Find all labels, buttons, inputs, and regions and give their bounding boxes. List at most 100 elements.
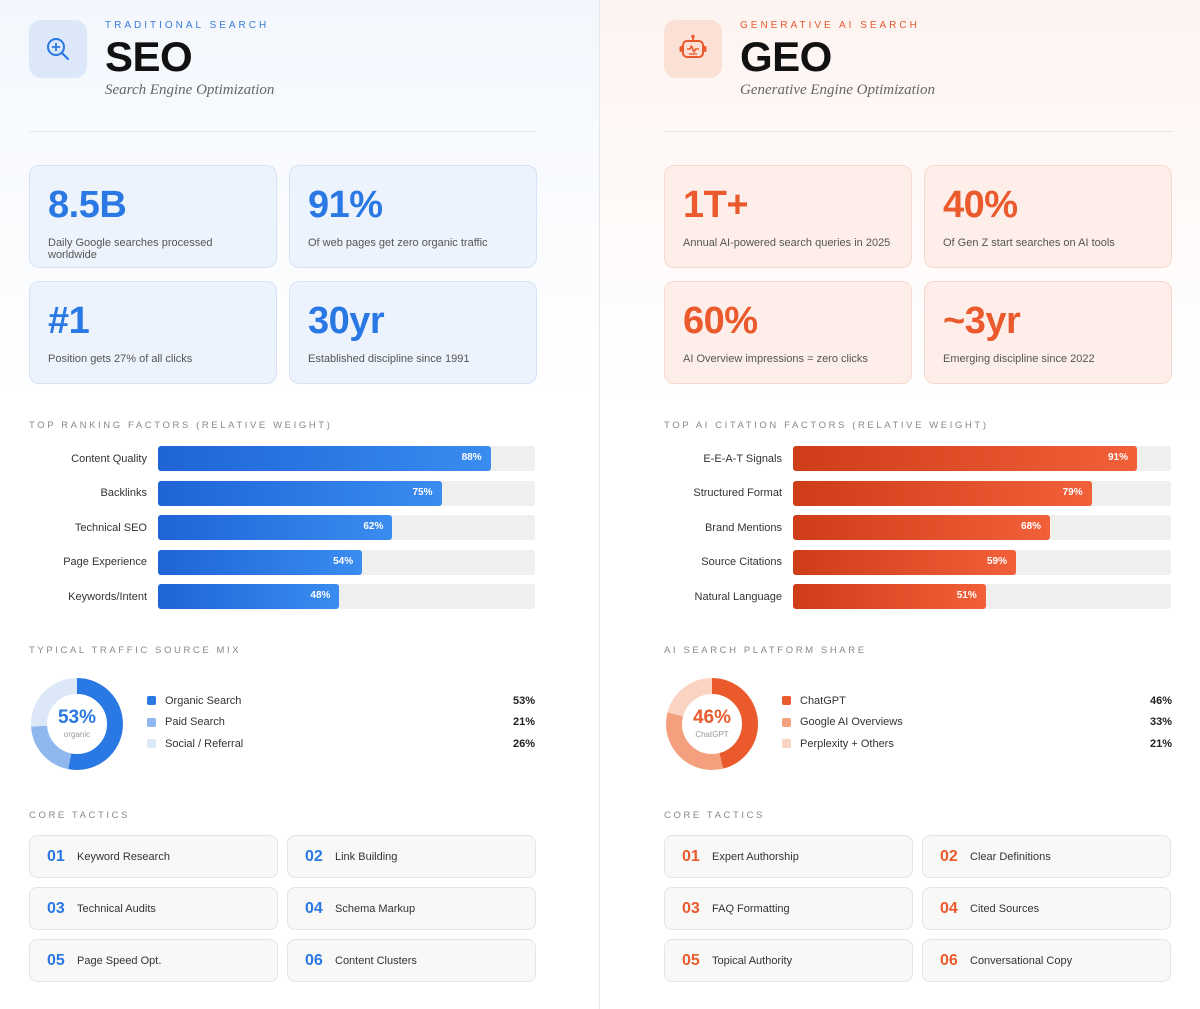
bar-row-content-quality: Content Quality 88% xyxy=(29,446,535,471)
legend-value: 33% xyxy=(1149,716,1172,729)
tactic-number: 02 xyxy=(305,847,323,865)
seo-donut: 53% organic xyxy=(29,676,125,772)
seo-factors-chart: Content Quality 88% Backlinks 75% Technical … xyxy=(29,446,535,609)
legend-swatch xyxy=(782,717,791,727)
donut-center-value: 53% xyxy=(57,706,97,728)
donut-center-sub: ChatGPT xyxy=(695,729,729,739)
geo-factors-label: TOP AI CITATION FACTORS (RELATIVE WEIGHT… xyxy=(664,420,989,431)
seo-factors-label: TOP RANKING FACTORS (RELATIVE WEIGHT) xyxy=(29,420,333,431)
seo-kicker: TRADITIONAL SEARCH xyxy=(105,20,270,31)
tactic-card: 05 Topical Authority xyxy=(664,939,913,982)
tactic-name: Clear Definitions xyxy=(970,850,1051,863)
stat-label: Established discipline since 1991 xyxy=(308,353,470,365)
stat-value: 30yr xyxy=(308,300,385,342)
stat-label: Emerging discipline since 2022 xyxy=(943,353,1095,365)
legend-value: 53% xyxy=(512,694,535,707)
tactic-number: 04 xyxy=(940,899,958,917)
bar-structured-format: 79% xyxy=(793,480,1092,506)
stat-value: 40% xyxy=(943,184,1018,226)
tactic-card: 04 Cited Sources xyxy=(922,887,1171,930)
bar-value-label: 51% xyxy=(956,590,977,601)
bar-value-label: 79% xyxy=(1062,486,1083,498)
geo-mix-chart: 46% ChatGPT ChatGPT 46% Google AI Overview… xyxy=(664,676,1172,776)
donut-slice-perplexity-others xyxy=(666,678,758,770)
tactic-name: Topical Authority xyxy=(712,954,793,967)
geo-factors-chart: E-E-A-T Signals 91% Structured Format 79% Br… xyxy=(664,446,1172,609)
geo-tactics: 01 Expert Authorship 02 Clear Definitions … xyxy=(664,835,1172,982)
donut-center-sub: organic xyxy=(63,729,91,739)
bar-page-experience: 54% xyxy=(158,549,363,575)
bar-value-label: 75% xyxy=(412,486,433,498)
geo-panel: GENERATIVE AI SEARCH GEO Generative Engi… xyxy=(600,0,1200,1009)
bar-track: 75% xyxy=(158,480,535,506)
bar-row-brand-mentions: Brand Mentions 68% xyxy=(664,515,1172,540)
seo-tactics: 01 Keyword Research 02 Link Building 03 Tec… xyxy=(29,835,536,982)
legend-swatch xyxy=(147,739,156,749)
bar-e-e-a-t-signals: 91% xyxy=(793,446,1137,471)
stat-value: 8.5B xyxy=(48,184,127,226)
geo-header: GENERATIVE AI SEARCH GEO Generative Engi… xyxy=(664,0,1172,132)
bar-track: 59% xyxy=(793,549,1171,575)
bar-brand-mentions: 68% xyxy=(793,515,1051,540)
stat-value: 60% xyxy=(683,300,758,342)
tactic-number: 04 xyxy=(305,899,323,917)
bar-label: Source Citations xyxy=(701,556,782,568)
donut-slice-google-ai-overviews xyxy=(666,678,758,770)
legend-value: 21% xyxy=(512,716,535,729)
stat-card: 1T+ Annual AI-powered search queries in … xyxy=(664,165,912,268)
tactic-name: Cited Sources xyxy=(970,902,1040,915)
seo-panel: TRADITIONAL SEARCH SEO Search Engine Opt… xyxy=(0,0,600,1009)
legend-swatch xyxy=(782,739,791,749)
tactic-number: 05 xyxy=(47,951,65,969)
tactic-card: 03 Technical Audits xyxy=(29,887,278,930)
legend-label: ChatGPT xyxy=(800,694,846,707)
stat-card: 60% AI Overview impressions = zero click… xyxy=(664,281,912,384)
legend-item-google-ai-overviews: Google AI Overviews 33% xyxy=(782,712,1172,734)
bar-label: Keywords/Intent xyxy=(68,590,147,603)
stat-card: 30yr Established discipline since 1991 xyxy=(289,281,537,384)
geo-legend: ChatGPT 46% Google AI Overviews 33% Perplexi… xyxy=(782,676,1172,776)
bar-source-citations: 59% xyxy=(793,549,1017,575)
tactic-name: Page Speed Opt. xyxy=(77,954,162,967)
legend-value: 46% xyxy=(1149,694,1172,707)
seo-title: SEO xyxy=(105,33,193,80)
legend-item-paid-search: Paid Search 21% xyxy=(147,712,535,734)
geo-tactics-label: CORE TACTICS xyxy=(664,810,766,821)
legend-swatch xyxy=(147,717,156,727)
bar-label: Page Experience xyxy=(63,556,147,568)
magnify-plus-icon xyxy=(29,20,87,78)
tactic-name: Content Clusters xyxy=(335,954,417,967)
bar-value-label: 88% xyxy=(461,452,482,463)
geo-title: GEO xyxy=(740,33,832,80)
stat-value: #1 xyxy=(48,300,90,342)
legend-item-organic-search: Organic Search 53% xyxy=(147,690,535,712)
bar-row-keywords-intent: Keywords/Intent 48% xyxy=(29,584,535,609)
seo-stats: 8.5B Daily Google searches processed wor… xyxy=(29,165,537,384)
tactic-name: Expert Authorship xyxy=(712,850,799,863)
bar-track: 48% xyxy=(158,584,535,609)
bar-label: Technical SEO xyxy=(74,521,147,534)
bar-track: 54% xyxy=(158,549,535,575)
tactic-name: Schema Markup xyxy=(335,902,416,915)
stat-card: 91% Of web pages get zero organic traffi… xyxy=(289,165,537,268)
stat-value: 1T+ xyxy=(683,184,749,226)
tactic-name: Conversational Copy xyxy=(970,954,1073,967)
bar-label: Backlinks xyxy=(100,487,147,499)
bar-track: 62% xyxy=(158,515,535,540)
bar-row-structured-format: Structured Format 79% xyxy=(664,480,1172,506)
bar-content-quality: 88% xyxy=(158,446,491,471)
geo-subtitle: Generative Engine Optimization xyxy=(740,82,935,98)
stat-label: Daily Google searches processed worldwid… xyxy=(48,237,213,261)
geo-donut: 46% ChatGPT xyxy=(664,676,760,772)
bar-track: 51% xyxy=(793,584,1171,609)
tactic-card: 03 FAQ Formatting xyxy=(664,887,913,930)
bar-label: Structured Format xyxy=(693,487,782,499)
bar-row-source-citations: Source Citations 59% xyxy=(664,549,1172,575)
legend-item-perplexity-others: Perplexity + Others 21% xyxy=(782,733,1172,755)
stat-label: Of Gen Z start searches on AI tools xyxy=(943,237,1115,249)
stat-label: AI Overview impressions = zero clicks xyxy=(683,353,868,365)
seo-legend: Organic Search 53% Paid Search 21% Social / … xyxy=(147,676,535,776)
tactic-card: 01 Expert Authorship xyxy=(664,835,913,878)
legend-label: Google AI Overviews xyxy=(800,716,903,729)
legend-label: Social / Referral xyxy=(165,737,244,750)
